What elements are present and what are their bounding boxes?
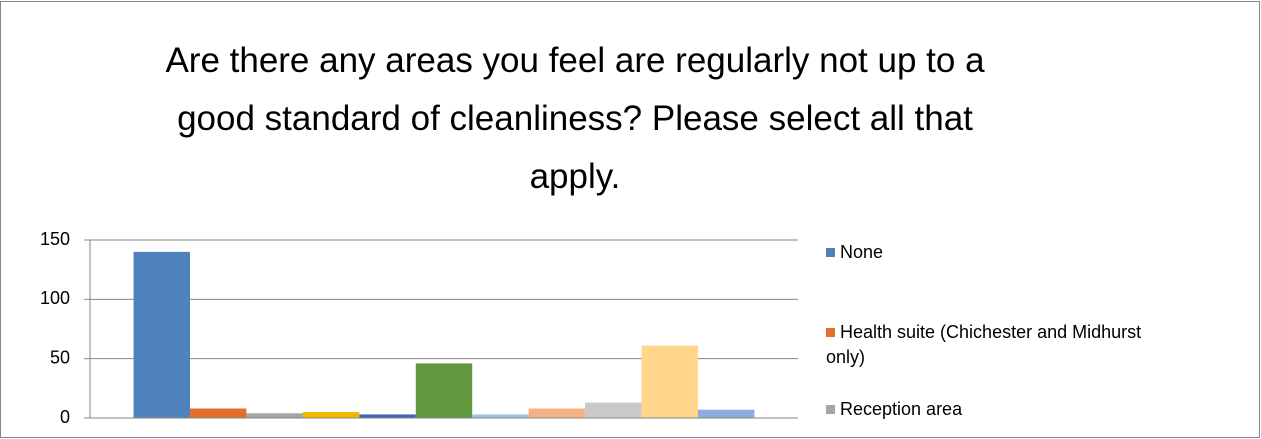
bar [246, 413, 303, 418]
legend-entry: Health suite (Chichester and Midhurst on… [826, 320, 1156, 370]
bar [359, 414, 416, 418]
bar [133, 251, 190, 418]
bar [641, 345, 699, 418]
bar [189, 408, 247, 418]
y-tick-label: 50 [50, 347, 70, 367]
y-tick-label: 150 [40, 229, 70, 249]
legend-swatch [826, 405, 835, 414]
y-tick-label: 0 [60, 407, 70, 427]
legend-entry: Reception area [826, 397, 1156, 422]
legend-swatch [826, 248, 835, 257]
legend-label: Health suite (Chichester and Midhurst on… [826, 322, 1142, 367]
bar [302, 412, 360, 418]
bar [472, 414, 529, 418]
y-tick-label: 100 [40, 288, 70, 308]
bar [415, 363, 473, 418]
chart-title: Are there any areas you feel are regular… [165, 41, 985, 196]
legend-label: Reception area [840, 399, 963, 419]
legend-entry: None [826, 240, 1156, 265]
legend-swatch [826, 328, 835, 337]
bar [528, 408, 586, 418]
bar [585, 402, 642, 418]
legend-label: None [840, 242, 884, 262]
bar [698, 409, 755, 418]
